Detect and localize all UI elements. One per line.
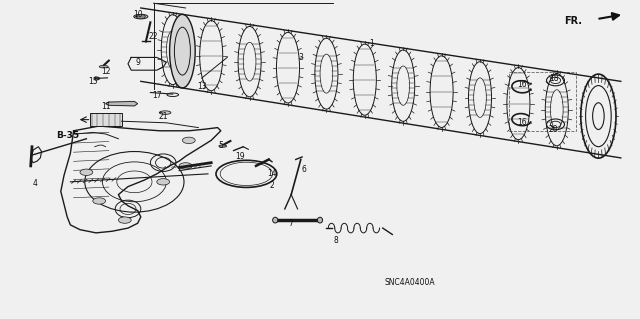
Ellipse shape — [134, 14, 148, 19]
Text: 13: 13 — [196, 82, 207, 91]
Text: 8: 8 — [333, 236, 339, 245]
Circle shape — [93, 198, 106, 204]
Circle shape — [118, 217, 131, 223]
Text: 16: 16 — [516, 80, 527, 89]
Circle shape — [80, 169, 93, 175]
Text: 11: 11 — [101, 102, 110, 111]
Text: 15: 15 — [88, 77, 98, 86]
Text: 19: 19 — [235, 152, 245, 161]
Text: 7: 7 — [289, 219, 294, 228]
Text: 2: 2 — [269, 181, 275, 189]
Polygon shape — [106, 101, 138, 106]
Circle shape — [157, 179, 170, 185]
Circle shape — [179, 163, 192, 169]
Text: 1: 1 — [369, 39, 374, 48]
Text: SNC4A0400A: SNC4A0400A — [384, 278, 435, 287]
Ellipse shape — [317, 217, 323, 223]
Ellipse shape — [273, 217, 278, 223]
Circle shape — [136, 14, 145, 19]
Text: 22: 22 — [149, 32, 158, 41]
Text: 18: 18 — [549, 74, 558, 83]
Ellipse shape — [219, 145, 227, 147]
Text: FR.: FR. — [564, 16, 582, 26]
Text: 16: 16 — [516, 118, 527, 127]
Text: 14: 14 — [267, 169, 277, 178]
Text: 12: 12 — [101, 67, 110, 76]
Circle shape — [182, 137, 195, 144]
Text: 4: 4 — [33, 179, 38, 188]
Ellipse shape — [99, 65, 108, 68]
Bar — [90, 113, 122, 126]
Text: 20: 20 — [548, 125, 559, 134]
Text: 17: 17 — [152, 91, 162, 100]
Text: 21: 21 — [159, 112, 168, 121]
Ellipse shape — [170, 14, 195, 88]
Text: B-35: B-35 — [56, 131, 79, 140]
Bar — [509, 72, 576, 131]
Text: 10: 10 — [132, 10, 143, 19]
Text: 3: 3 — [298, 53, 303, 62]
Ellipse shape — [159, 111, 171, 115]
Text: 6: 6 — [301, 165, 307, 174]
Text: 5: 5 — [218, 141, 223, 150]
Text: 9: 9 — [135, 58, 140, 67]
